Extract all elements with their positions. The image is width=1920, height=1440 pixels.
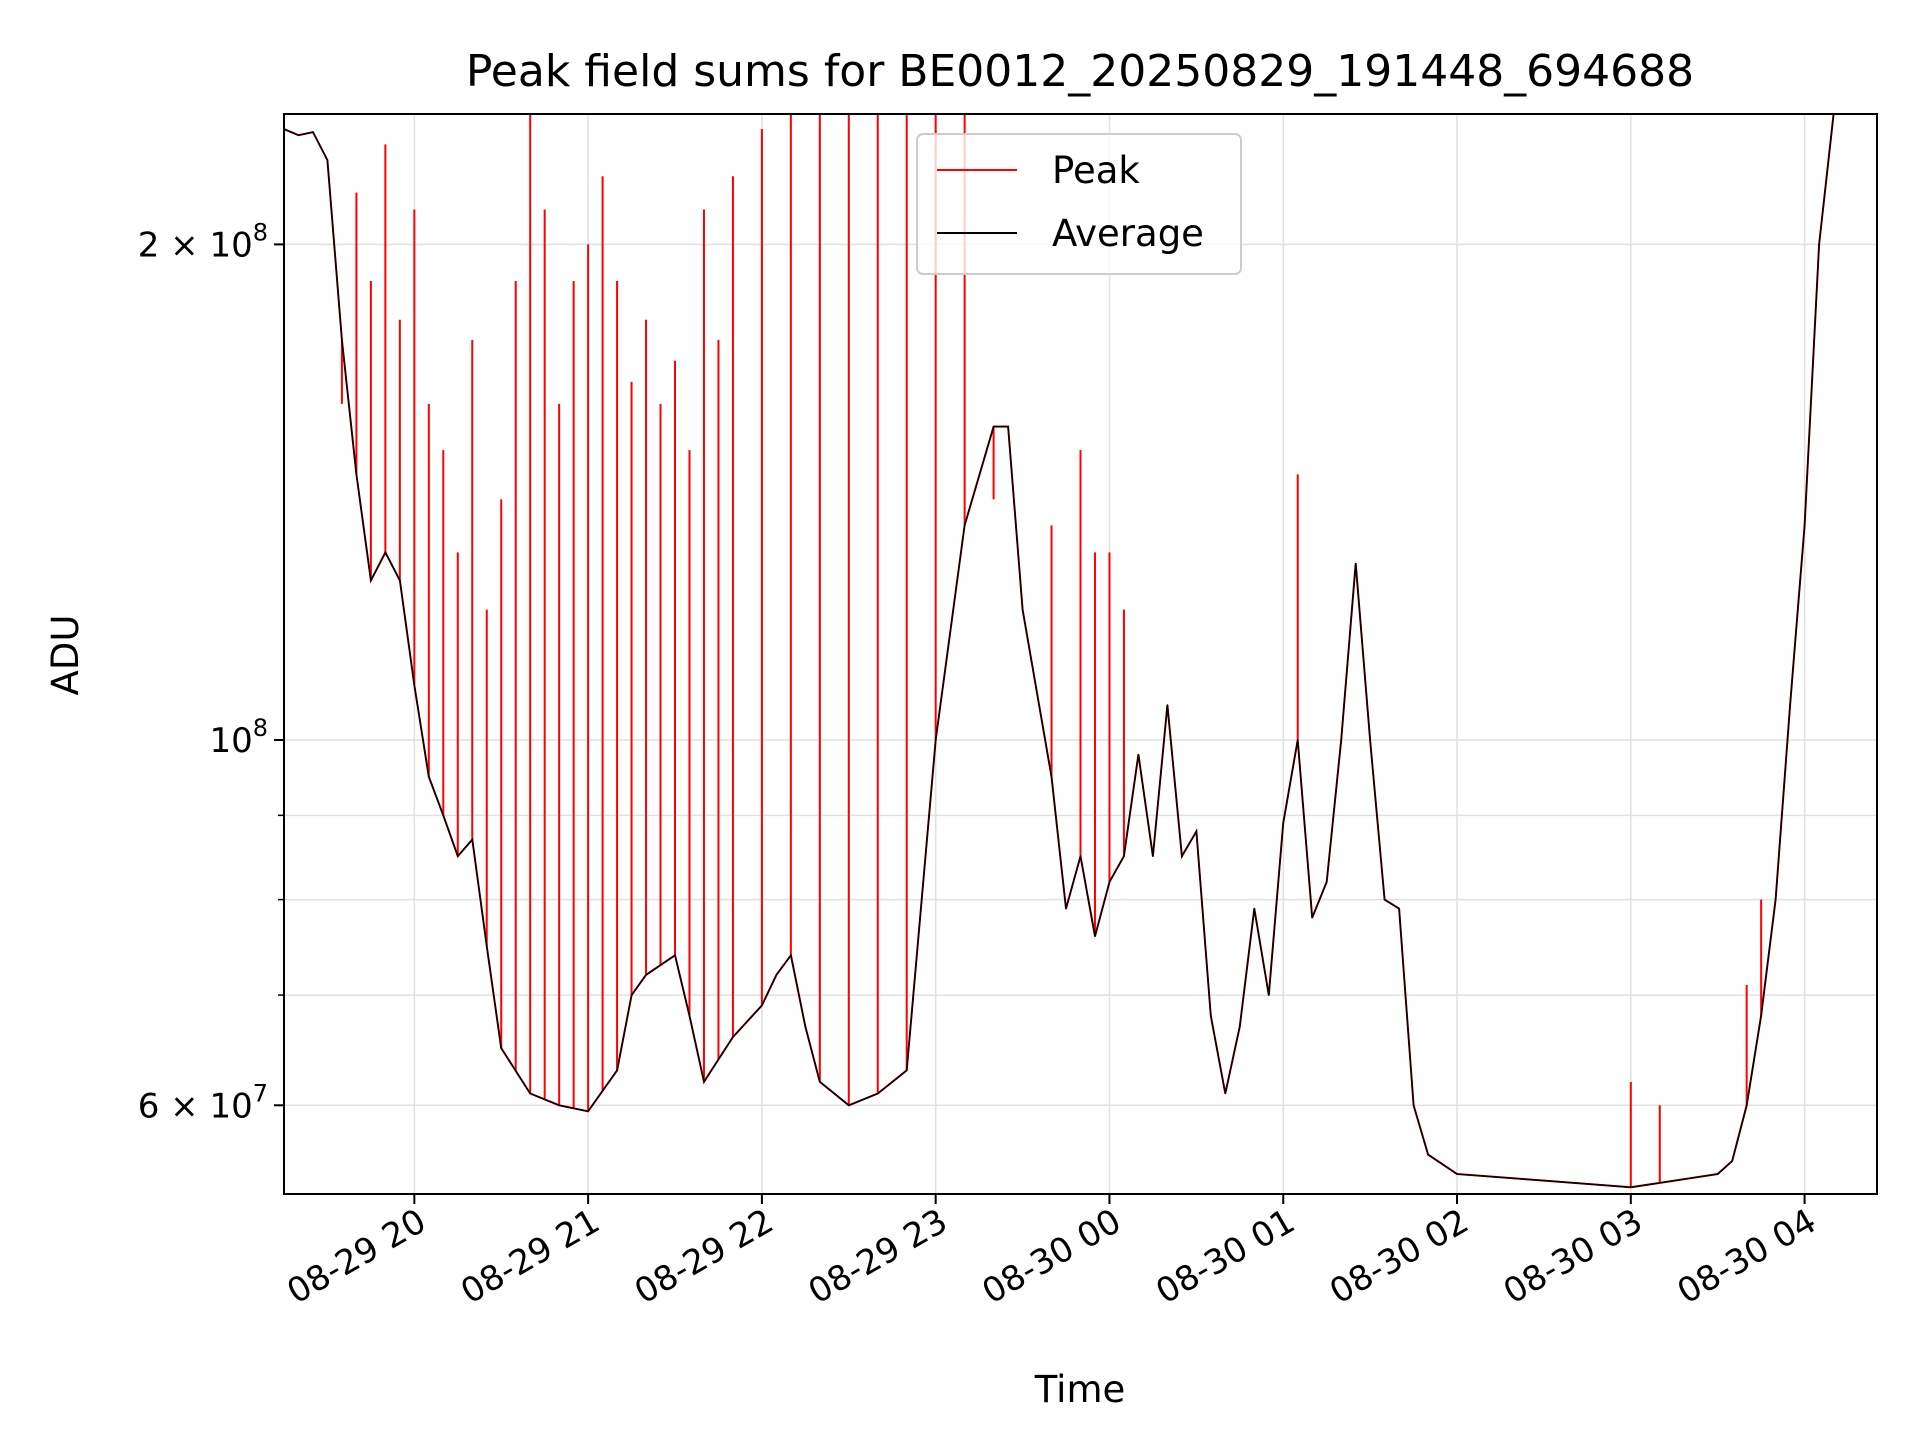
y-tick-label: 108 xyxy=(209,714,268,761)
average-point xyxy=(587,1110,589,1113)
average-point xyxy=(326,159,329,161)
average-point xyxy=(1181,855,1183,857)
average-point xyxy=(703,1081,705,1083)
average-point xyxy=(1745,1104,1748,1107)
average-point xyxy=(471,838,474,841)
average-point xyxy=(1079,855,1082,857)
x-axis-label: Time xyxy=(1034,1368,1126,1411)
average-point xyxy=(848,1104,850,1107)
average-point xyxy=(1456,1173,1458,1175)
average-point xyxy=(297,134,300,136)
y-tick-base: 10 xyxy=(209,721,252,761)
average-point xyxy=(399,579,401,582)
average-point xyxy=(558,1104,560,1107)
average-point xyxy=(630,994,633,996)
average-point xyxy=(500,1047,503,1049)
average-point xyxy=(775,974,778,976)
average-point xyxy=(1166,704,1169,706)
average-point xyxy=(1253,907,1256,910)
plot-frame xyxy=(283,113,1878,1195)
y-tick-mantissa: 2 xyxy=(138,225,160,265)
average-point xyxy=(1412,1104,1415,1107)
average-point xyxy=(355,473,358,476)
average-point xyxy=(384,551,387,554)
average-point xyxy=(428,775,430,778)
average-point xyxy=(1224,1092,1227,1095)
average-line xyxy=(283,113,1835,1189)
average-point xyxy=(529,1092,531,1095)
average-point xyxy=(1630,1186,1632,1189)
average-point xyxy=(1007,425,1009,428)
average-point xyxy=(1731,1160,1733,1162)
grid xyxy=(284,114,1877,1194)
average-point xyxy=(370,579,372,582)
average-point xyxy=(1543,1179,1545,1182)
average-point xyxy=(877,1092,879,1095)
average-point xyxy=(1021,608,1024,611)
legend-peak-label: Peak xyxy=(1052,149,1140,192)
average-point xyxy=(1152,855,1154,857)
average-point xyxy=(1108,881,1111,883)
average-point xyxy=(1282,822,1284,825)
average-point xyxy=(1094,935,1096,938)
average-point xyxy=(1325,881,1328,883)
average-point xyxy=(1296,739,1299,741)
average-point xyxy=(674,954,676,957)
average-point xyxy=(1311,916,1313,919)
average-point xyxy=(1383,898,1386,901)
y-tick-times: × 10 xyxy=(159,225,252,265)
y-tick-times: × 10 xyxy=(159,1086,252,1126)
average-point xyxy=(645,974,647,976)
average-point xyxy=(312,131,314,133)
average-point xyxy=(732,1036,734,1038)
average-point xyxy=(1210,1015,1212,1017)
average-point xyxy=(1369,739,1371,741)
average-point xyxy=(1427,1153,1429,1156)
average-point xyxy=(457,855,459,857)
average-point xyxy=(804,1025,807,1028)
y-tick-exponent: 8 xyxy=(253,218,268,246)
average-point xyxy=(1774,898,1777,901)
average-point xyxy=(688,1015,691,1017)
y-tick-label: 6 × 107 xyxy=(138,1079,268,1126)
chart-title: Peak field sums for BE0012_20250829_1914… xyxy=(466,46,1694,97)
legend: Peak Average xyxy=(916,133,1242,275)
average-point xyxy=(1803,524,1806,527)
average-point xyxy=(413,684,416,686)
y-axis-label: ADU xyxy=(44,615,87,696)
y-tick-mantissa: 6 xyxy=(138,1086,160,1126)
average-point xyxy=(1818,243,1820,246)
average-point xyxy=(1789,704,1791,706)
average-point xyxy=(1340,739,1342,741)
y-tick-exponent: 8 xyxy=(253,714,268,742)
average-point xyxy=(485,944,488,947)
average-point xyxy=(1050,775,1053,778)
average-point xyxy=(1716,1173,1719,1175)
average-point xyxy=(1760,1015,1762,1017)
average-point xyxy=(1239,1025,1241,1028)
average-point xyxy=(1195,830,1198,833)
average-series xyxy=(283,113,1835,1189)
average-point xyxy=(1268,994,1270,996)
y-tick-exponent: 7 xyxy=(253,1079,268,1107)
average-point xyxy=(905,1069,908,1072)
average-point xyxy=(1123,855,1125,857)
average-point xyxy=(341,339,343,341)
average-point xyxy=(442,814,445,817)
legend-average-label: Average xyxy=(1052,212,1204,255)
average-point xyxy=(790,954,792,957)
average-point xyxy=(963,524,966,527)
average-point xyxy=(934,739,937,741)
average-point xyxy=(616,1069,618,1072)
average-point xyxy=(1137,753,1140,756)
average-point xyxy=(761,1004,763,1007)
average-point xyxy=(1354,562,1357,565)
average-point xyxy=(1065,907,1067,910)
average-point xyxy=(819,1081,821,1083)
average-point xyxy=(1398,907,1400,910)
y-tick-label: 2 × 108 xyxy=(138,218,268,265)
average-point xyxy=(992,425,995,428)
